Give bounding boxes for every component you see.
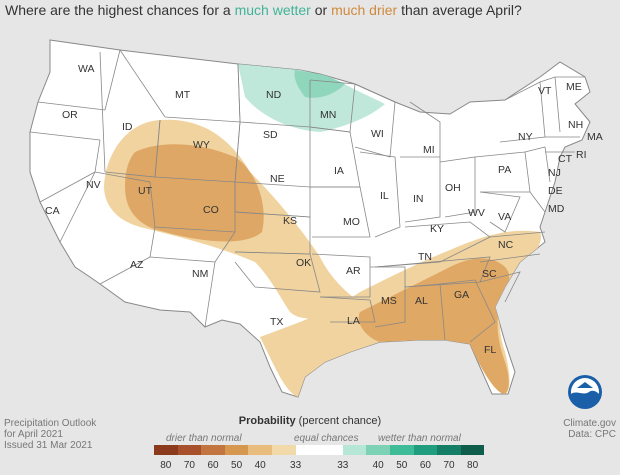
state-label-ut: UT (138, 185, 153, 197)
legend-tick-wet: 80 (467, 460, 478, 471)
footer-period: for April 2021 (4, 429, 96, 440)
state-label-va: VA (498, 211, 511, 223)
state-label-nm: NM (192, 268, 208, 280)
legend-color-bar (154, 445, 484, 455)
title-middle: or (311, 2, 331, 18)
legend-swatch (178, 445, 202, 455)
state-label-mo: MO (343, 216, 360, 228)
legend-drier-label: drier than normal (166, 433, 242, 444)
legend-tick-wet: 60 (420, 460, 431, 471)
state-label-nd: ND (266, 89, 282, 101)
state-label-mt: MT (175, 89, 191, 101)
state-label-sd: SD (263, 129, 278, 141)
state-label-ri: RI (576, 149, 587, 161)
state-label-id: ID (122, 121, 133, 133)
state-label-wv: WV (468, 207, 485, 219)
state-label-tn: TN (418, 251, 432, 263)
state-label-ia: IA (334, 165, 344, 177)
state-label-co: CO (203, 204, 219, 216)
map-title: Where are the highest chances for a much… (5, 2, 522, 18)
state-label-al: AL (415, 295, 428, 307)
legend-tick-wet: 33 (337, 460, 348, 471)
state-label-az: AZ (130, 259, 144, 271)
legend-tick-dry: 33 (290, 460, 301, 471)
legend-swatch (343, 445, 367, 455)
footer-outlook: Precipitation Outlook (4, 418, 96, 429)
state-label-sc: SC (482, 268, 497, 280)
state-label-ms: MS (381, 295, 397, 307)
legend-swatch (414, 445, 438, 455)
footer-right: Climate.gov Data: CPC (563, 418, 616, 440)
state-label-nj: NJ (548, 167, 561, 179)
state-label-la: LA (347, 315, 360, 327)
legend-swatch (225, 445, 249, 455)
legend-tick-wet: 70 (443, 460, 454, 471)
state-label-nh: NH (568, 119, 583, 131)
title-suffix: than average April? (397, 2, 522, 18)
state-label-wi: WI (371, 128, 384, 140)
legend-title-bold: Probability (239, 415, 296, 427)
precipitation-map: WA OR CA ID NV MT WY UT AZ CO NM ND SD N… (0, 22, 620, 417)
state-label-vt: VT (538, 85, 552, 97)
noaa-logo (567, 374, 603, 410)
state-label-mn: MN (320, 109, 336, 121)
legend-swatch (201, 445, 225, 455)
title-prefix: Where are the highest chances for a (5, 2, 235, 18)
legend-tick-dry: 50 (231, 460, 242, 471)
state-label-or: OR (62, 109, 78, 121)
legend-swatch (272, 445, 296, 455)
state-label-in: IN (413, 193, 424, 205)
state-label-mi: MI (423, 144, 435, 156)
state-label-me: ME (566, 81, 582, 93)
legend-tick-dry: 40 (255, 460, 266, 471)
footer-data-source: Data: CPC (563, 429, 616, 440)
legend-title-rest: (percent chance) (296, 415, 382, 427)
title-drier: much drier (331, 2, 397, 18)
legend-tick-wet: 40 (373, 460, 384, 471)
legend-swatch (437, 445, 461, 455)
state-label-ct: CT (558, 153, 573, 165)
legend-wetter-label: wetter than normal (378, 433, 461, 444)
legend-swatch (154, 445, 178, 455)
state-label-nc: NC (498, 239, 514, 251)
legend-equal-label: equal chances (294, 433, 359, 444)
footer-left: Precipitation Outlook for April 2021 Iss… (4, 418, 96, 451)
state-label-ks: KS (283, 215, 297, 227)
legend-swatch (390, 445, 414, 455)
state-label-il: IL (380, 190, 389, 202)
state-label-de: DE (548, 185, 563, 197)
state-label-nv: NV (86, 179, 101, 191)
state-label-fl: FL (484, 344, 496, 356)
legend-swatch (248, 445, 272, 455)
state-label-pa: PA (498, 164, 511, 176)
state-label-ok: OK (296, 257, 311, 269)
legend-tick-dry: 80 (160, 460, 171, 471)
footer-issued: Issued 31 Mar 2021 (4, 440, 96, 451)
state-label-ny: NY (518, 131, 533, 143)
state-label-ca: CA (45, 205, 60, 217)
state-label-md: MD (548, 203, 565, 215)
state-label-ne: NE (270, 173, 285, 185)
state-label-ga: GA (454, 289, 469, 301)
legend-swatch (366, 445, 390, 455)
state-label-ky: KY (430, 223, 444, 235)
state-label-oh: OH (445, 182, 461, 194)
legend-tick-dry: 60 (207, 460, 218, 471)
state-label-tx: TX (270, 316, 283, 328)
state-label-ar: AR (346, 265, 361, 277)
footer-source-site: Climate.gov (563, 418, 616, 429)
title-wetter: much wetter (235, 2, 311, 18)
legend-tick-dry: 70 (184, 460, 195, 471)
noaa-logo-icon (567, 374, 603, 410)
state-label-ma: MA (587, 131, 603, 143)
legend-swatch (461, 445, 485, 455)
state-label-wy: WY (193, 139, 210, 151)
state-label-wa: WA (78, 63, 95, 75)
legend-swatch (319, 445, 343, 455)
legend-tick-wet: 50 (396, 460, 407, 471)
legend-swatch (296, 445, 320, 455)
